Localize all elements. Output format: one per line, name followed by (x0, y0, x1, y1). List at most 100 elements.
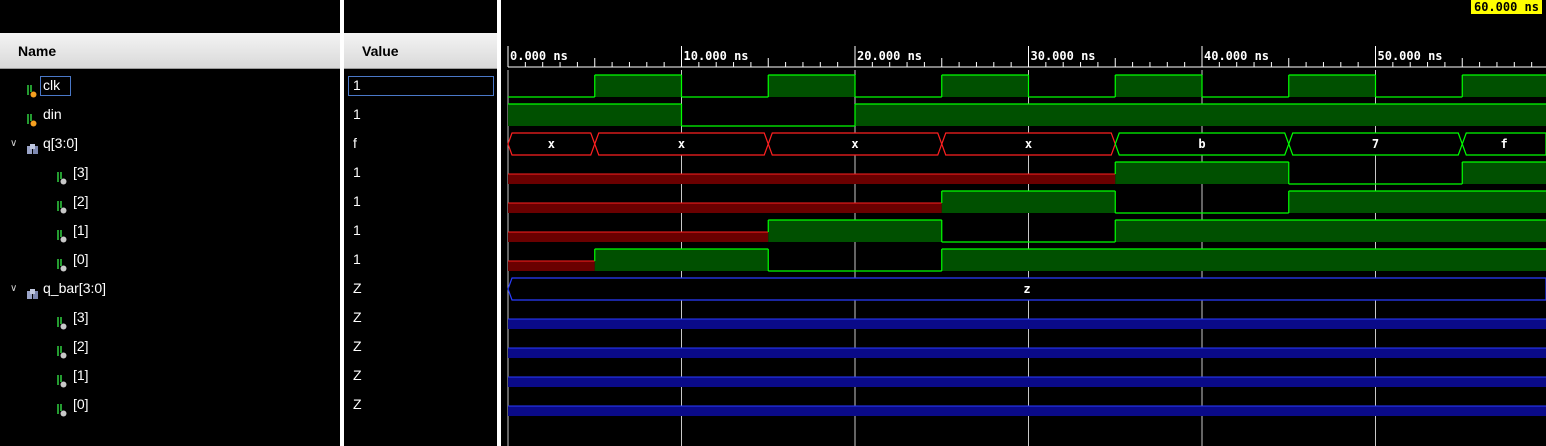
signal-name: [2] (73, 193, 89, 209)
trace-highz (508, 348, 1546, 358)
trace-high (768, 220, 942, 242)
bus-icon (26, 282, 40, 311)
signal-name: clk (43, 77, 61, 93)
trace-high (594, 249, 769, 271)
panel-divider[interactable] (340, 0, 344, 446)
signal-trace[interactable] (508, 74, 1546, 98)
trace-high (1288, 191, 1546, 213)
signal-value: Z (353, 367, 362, 383)
bus-bit-icon (56, 398, 68, 427)
trace-high (1115, 162, 1289, 184)
signal-value-row[interactable]: Z (344, 361, 499, 390)
signal-value: 1 (353, 251, 361, 267)
signal-trace[interactable] (508, 190, 1546, 214)
trace-high (594, 75, 682, 97)
name-column-header[interactable]: Name (0, 33, 340, 69)
signal-row[interactable]: clk (0, 71, 340, 100)
signal-row[interactable]: [0] (0, 390, 340, 419)
bus-segment-label: x (678, 137, 685, 151)
trace-highz (508, 406, 1546, 416)
signal-row[interactable]: ∨ q_bar[3:0] (0, 274, 340, 303)
signal-value-row[interactable]: 1 (344, 187, 499, 216)
signal-trace[interactable] (508, 347, 1546, 358)
signal-trace[interactable]: x x x x b 7 f (507, 132, 1546, 156)
signal-trace[interactable] (508, 103, 1546, 127)
trace-high (1115, 220, 1546, 242)
signal-trace[interactable] (508, 376, 1546, 387)
trace-highz (508, 377, 1546, 387)
signal-value-row[interactable]: f (344, 129, 499, 158)
trace-high (941, 249, 1546, 271)
signal-trace[interactable] (508, 405, 1546, 416)
signal-row[interactable]: ∨ q[3:0] (0, 129, 340, 158)
signal-name: [0] (73, 396, 89, 412)
value-column-header[interactable]: Value (344, 33, 499, 69)
ruler-label: 40.000 ns (1204, 49, 1269, 63)
signal-value: Z (353, 309, 362, 325)
signal-row[interactable]: [0] (0, 245, 340, 274)
bus-segment-label: b (1198, 137, 1205, 151)
waveform-area[interactable]: 0.000 ns 10.000 ns 20.000 ns 30.000 ns 40.00… (501, 0, 1546, 446)
signal-value-row[interactable]: Z (344, 332, 499, 361)
trace-high (508, 104, 682, 126)
signal-value-row[interactable]: Z (344, 274, 499, 303)
signal-row[interactable]: [3] (0, 158, 340, 187)
signal-trace[interactable]: z (507, 277, 1546, 301)
ruler-label: 50.000 ns (1378, 49, 1443, 63)
signal-row[interactable]: [2] (0, 332, 340, 361)
names-panel: Name clk din ∨ q[3:0] [3] [2] [1] [0] ∨ q_bar[3:0… (0, 0, 340, 446)
trace-unknown (508, 203, 942, 213)
signal-value: 1 (353, 77, 361, 93)
ruler-label: 30.000 ns (1031, 49, 1096, 63)
signal-value-row[interactable]: 1 (344, 245, 499, 274)
bus-bit-icon (56, 369, 68, 398)
signal-name: [1] (73, 367, 89, 383)
bus-segment-label: f (1501, 137, 1508, 151)
signal-name: q_bar[3:0] (43, 280, 107, 296)
bus-bit-icon (56, 166, 68, 195)
signal-value-row[interactable]: Z (344, 303, 499, 332)
signal-row[interactable]: [1] (0, 216, 340, 245)
trace-high (1462, 162, 1546, 184)
bus-segment-label: x (548, 137, 555, 151)
chevron-down-icon[interactable]: ∨ (10, 138, 18, 149)
time-ruler: 0.000 ns 10.000 ns 20.000 ns 30.000 ns 40.00… (507, 46, 1546, 68)
signal-value: 1 (353, 164, 361, 180)
bus-bit-icon (56, 253, 68, 282)
chevron-down-icon[interactable]: ∨ (10, 283, 18, 294)
signal-name: [1] (73, 222, 89, 238)
signal-trace[interactable] (508, 161, 1546, 185)
cursor-time-label: 60.000 ns (1470, 0, 1542, 14)
signal-row[interactable]: din (0, 100, 340, 129)
signal-value-row[interactable]: 1 (344, 158, 499, 187)
bus-segment-label: z (1023, 282, 1030, 296)
signal-row[interactable]: [1] (0, 361, 340, 390)
trace-high (941, 75, 1029, 97)
bus-segment-label: x (851, 137, 858, 151)
wave-divider[interactable] (497, 0, 501, 446)
trace-high (768, 75, 855, 97)
signal-bit-icon (26, 79, 38, 108)
signal-value-row[interactable]: Z (344, 390, 499, 419)
trace-unknown (508, 261, 595, 271)
signal-trace[interactable] (508, 248, 1546, 272)
signal-name: [3] (73, 164, 89, 180)
signal-trace[interactable] (508, 219, 1546, 243)
signal-name: q[3:0] (43, 135, 79, 151)
bus-bit-icon (56, 195, 68, 224)
signal-value: Z (353, 396, 362, 412)
trace-unknown (508, 232, 769, 242)
ruler-label: 0.000 ns (510, 49, 568, 63)
signal-name: [3] (73, 309, 89, 325)
trace-high (1288, 75, 1376, 97)
selection-box (348, 76, 494, 96)
signal-value-row[interactable]: 1 (344, 216, 499, 245)
trace-high (941, 191, 1116, 213)
bus-bit-icon (56, 311, 68, 340)
signal-row[interactable]: [2] (0, 187, 340, 216)
signal-trace[interactable] (508, 318, 1546, 329)
signal-value-row[interactable]: 1 (344, 71, 499, 100)
signal-value-row[interactable]: 1 (344, 100, 499, 129)
signal-row[interactable]: [3] (0, 303, 340, 332)
bus-segment (507, 277, 1546, 301)
